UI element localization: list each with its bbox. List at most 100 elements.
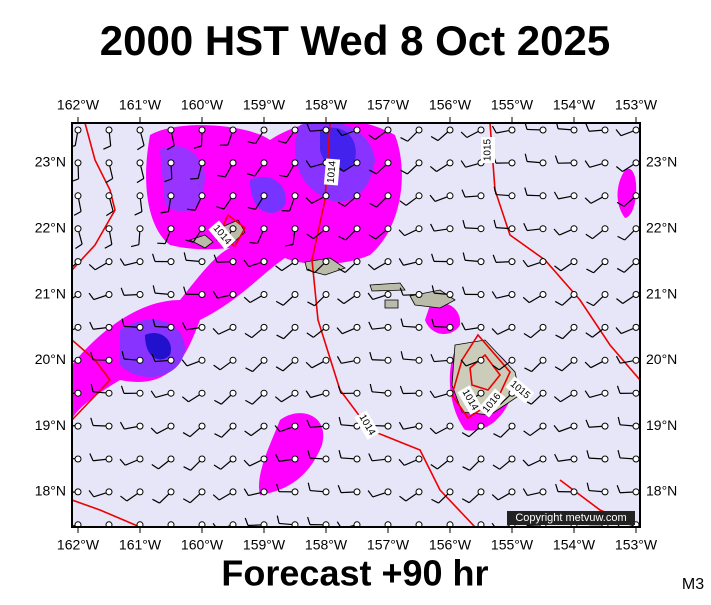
station — [602, 160, 608, 166]
station — [509, 357, 515, 363]
station — [540, 292, 546, 298]
station — [323, 357, 329, 363]
lat-label: 22°N — [35, 220, 66, 236]
station — [540, 357, 546, 363]
station — [230, 489, 236, 495]
station — [509, 193, 515, 199]
station — [292, 390, 298, 396]
station — [292, 127, 298, 133]
barb-flag — [60, 450, 62, 458]
station — [137, 226, 143, 232]
station — [633, 292, 639, 298]
station — [75, 259, 81, 265]
station — [106, 160, 112, 166]
station — [540, 489, 546, 495]
station — [571, 292, 577, 298]
lon-label: 153°W — [615, 97, 658, 113]
station — [633, 193, 639, 199]
station — [292, 160, 298, 166]
station — [354, 390, 360, 396]
station — [106, 423, 112, 429]
station — [199, 226, 205, 232]
station — [478, 456, 484, 462]
barb-flag — [152, 532, 159, 536]
barb-flag — [368, 528, 374, 533]
lat-label: 21°N — [35, 285, 66, 301]
station — [633, 489, 639, 495]
station — [447, 324, 453, 330]
station — [509, 324, 515, 330]
station — [509, 456, 515, 462]
lon-label: 157°W — [367, 97, 410, 113]
station — [509, 226, 515, 232]
station — [106, 226, 112, 232]
station — [199, 390, 205, 396]
station — [385, 160, 391, 166]
station — [292, 226, 298, 232]
station — [571, 324, 577, 330]
station — [168, 423, 174, 429]
station — [354, 292, 360, 298]
station — [292, 324, 298, 330]
station — [230, 357, 236, 363]
station — [75, 489, 81, 495]
station — [292, 259, 298, 265]
station — [447, 259, 453, 265]
station — [199, 127, 205, 133]
station — [137, 292, 143, 298]
station — [509, 160, 515, 166]
station — [230, 456, 236, 462]
station — [168, 259, 174, 265]
station — [447, 292, 453, 298]
station — [323, 127, 329, 133]
lon-label: 162°W — [57, 537, 100, 553]
station — [137, 423, 143, 429]
station — [447, 226, 453, 232]
station — [447, 423, 453, 429]
station — [230, 292, 236, 298]
barb-flag — [59, 269, 66, 273]
station — [323, 489, 329, 495]
station — [261, 324, 267, 330]
lon-label: 158°W — [305, 537, 348, 553]
station — [633, 259, 639, 265]
lat-label: 23°N — [646, 154, 677, 170]
station — [385, 226, 391, 232]
station — [509, 127, 515, 133]
lat-label: 19°N — [646, 417, 677, 433]
station — [478, 489, 484, 495]
station — [199, 259, 205, 265]
station — [137, 193, 143, 199]
station — [137, 324, 143, 330]
lon-label: 160°W — [181, 97, 224, 113]
station — [354, 259, 360, 265]
station — [571, 226, 577, 232]
station — [75, 160, 81, 166]
station — [168, 357, 174, 363]
station — [633, 324, 639, 330]
station — [416, 456, 422, 462]
station — [75, 423, 81, 429]
station — [416, 423, 422, 429]
station — [106, 127, 112, 133]
barb-flag — [59, 386, 62, 394]
station — [261, 456, 267, 462]
isobar-label-text: 1014 — [326, 160, 339, 184]
station — [168, 489, 174, 495]
station — [447, 357, 453, 363]
station — [447, 160, 453, 166]
station — [571, 160, 577, 166]
station — [633, 127, 639, 133]
station — [354, 193, 360, 199]
station — [230, 193, 236, 199]
station — [323, 390, 329, 396]
station — [168, 226, 174, 232]
station — [354, 127, 360, 133]
station — [199, 292, 205, 298]
station — [230, 127, 236, 133]
station — [292, 357, 298, 363]
station — [447, 193, 453, 199]
station — [168, 160, 174, 166]
station — [137, 357, 143, 363]
station — [602, 423, 608, 429]
